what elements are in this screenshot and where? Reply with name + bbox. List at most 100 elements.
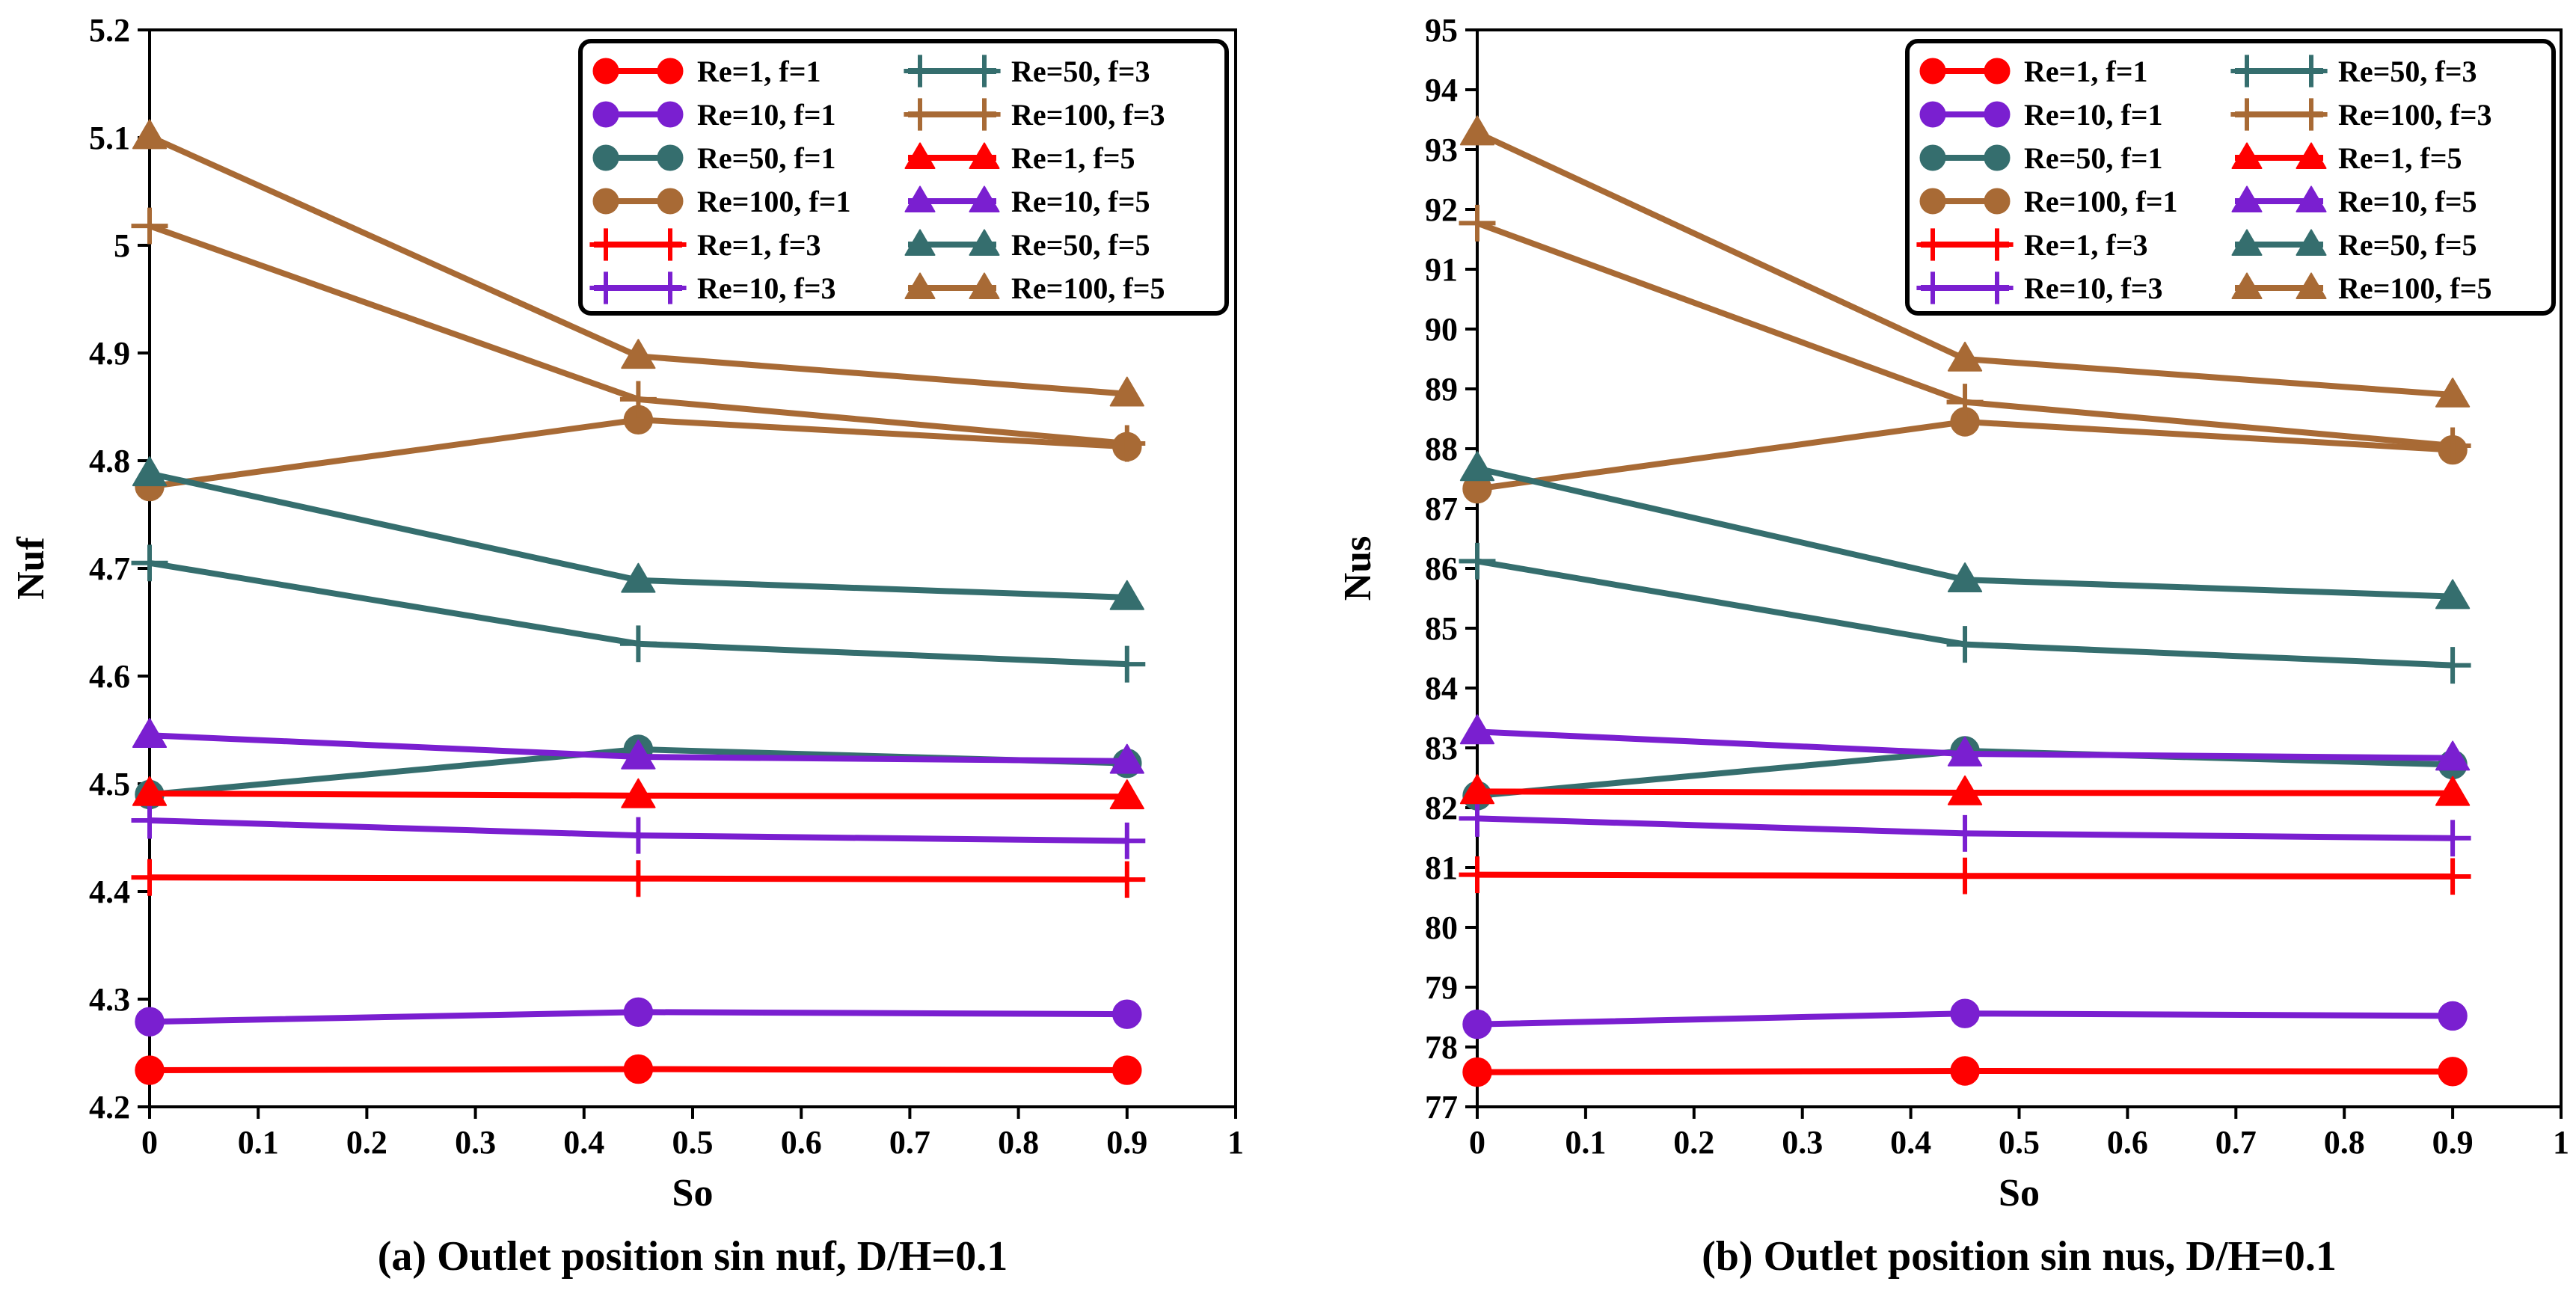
chart-a-legend-entry: Re=10, f=3 [589, 271, 836, 305]
chart-b-legend-entry: Re=100, f=3 [2230, 98, 2492, 132]
chart-a-x-tick-label: 0.5 [672, 1124, 714, 1161]
chart-b-legend-marker [2231, 229, 2263, 256]
chart-a-data-point [131, 859, 168, 896]
chart-a-x-tick-label: 0.3 [455, 1124, 496, 1161]
chart-a-legend-marker [904, 142, 936, 169]
chart-a-legend-label: Re=50, f=5 [1011, 228, 1150, 262]
chart-b-y-tick-label: 82 [1425, 790, 1458, 826]
chart-a-data-point [1112, 999, 1142, 1029]
chart-b-data-point [2435, 377, 2471, 408]
chart-b-legend-label: Re=1, f=1 [2024, 55, 2148, 88]
chart-a-data-point [131, 802, 168, 839]
chart-b-legend-marker [1919, 188, 1946, 215]
chart-a-legend-label: Re=100, f=3 [1011, 98, 1165, 132]
chart-a-data-point [135, 1007, 165, 1037]
chart-a-y-tick-label: 4.8 [89, 443, 130, 479]
chart-b-legend-marker [1981, 228, 2014, 261]
chart-a-legend-marker [592, 188, 619, 215]
chart-b-y-tick-label: 92 [1425, 191, 1458, 228]
chart-a-x-tick-label: 0.4 [563, 1124, 604, 1161]
chart-a-legend-label: Re=10, f=3 [697, 271, 836, 305]
chart-a-data-point [1109, 376, 1144, 407]
chart-a-legend-marker [968, 98, 1001, 131]
chart-a-y-tick-label: 5.1 [89, 120, 130, 156]
chart-b-data-point [2434, 427, 2471, 464]
chart-b-legend-entry: Re=1, f=1 [1919, 55, 2148, 88]
chart-b-y-tick-label: 78 [1425, 1029, 1458, 1066]
chart-a-data-point [1108, 861, 1146, 898]
chart-b-legend-marker [2296, 142, 2327, 169]
chart-a-y-tick-label: 4.6 [89, 658, 130, 695]
chart-a-x-tick-label: 1 [1227, 1124, 1244, 1161]
chart-b-data-point [1459, 799, 1496, 837]
chart-a-legend-marker [969, 142, 1000, 169]
chart-a-data-point [619, 381, 657, 418]
chart-b-legend-marker [1919, 101, 1946, 128]
chart-b-legend-marker [2296, 229, 2327, 256]
chart-a-legend-box [578, 39, 1229, 316]
chart-a-legend-entry: Re=1, f=1 [592, 55, 821, 88]
chart-b-legend-label: Re=100, f=1 [2024, 185, 2178, 218]
chart-a-legend-marker [904, 98, 936, 131]
chart-a-legend-marker [657, 188, 684, 215]
chart-b-y-tick-label: 83 [1425, 730, 1458, 767]
chart-a-data-point [1108, 822, 1146, 859]
chart-a-legend-label: Re=10, f=1 [697, 98, 836, 132]
chart-a-series-6 [131, 544, 1146, 683]
chart-b-y-tick-label: 85 [1425, 610, 1458, 647]
chart-a-legend-label: Re=1, f=5 [1011, 141, 1135, 175]
chart-a-data-point [1108, 645, 1146, 683]
chart-b-data-point [1946, 626, 1984, 663]
chart-b-y-tick-label: 89 [1425, 371, 1458, 408]
chart-b-series-4 [1459, 856, 2471, 895]
chart-a-y-tick-label: 4.4 [89, 874, 130, 910]
chart-b-legend-marker [2230, 55, 2263, 87]
chart-b-y-tick-label: 93 [1425, 132, 1458, 168]
chart-b-legend-entry: Re=10, f=1 [1919, 98, 2163, 132]
chart-a-series-0 [135, 1054, 1142, 1085]
chart-b-series-6 [1459, 542, 2471, 684]
chart-b-legend-box [1905, 39, 2556, 316]
chart-b-caption: (b) Outlet position sin nus, D/H=0.1 [1702, 1233, 2337, 1280]
chart-b-legend-entry: Re=10, f=5 [2231, 185, 2477, 218]
chart-b-legend-marker [1984, 144, 2011, 171]
chart-b-y-tick-label: 84 [1425, 670, 1458, 707]
chart-b-series-8 [1459, 774, 2471, 806]
chart-a-legend-entry: Re=50, f=1 [592, 141, 836, 175]
chart-b-legend-marker [1984, 58, 2011, 85]
chart-a-data-point [621, 739, 656, 770]
chart-a-series-4 [131, 859, 1146, 898]
chart-a-legend-marker [657, 144, 684, 171]
chart-a-x-tick-label: 0.7 [889, 1124, 930, 1161]
chart-b-data-point [1459, 714, 1495, 745]
chart-a-legend-label: Re=10, f=5 [1011, 185, 1150, 218]
chart-a-data-point [132, 456, 168, 487]
chart-a-data-point [132, 776, 168, 806]
chart-b-legend-label: Re=50, f=1 [2024, 141, 2163, 175]
chart-b-data-point [1946, 814, 1984, 852]
chart-b-series-5 [1459, 799, 2471, 857]
chart-a-y-tick-label: 4.3 [89, 981, 130, 1018]
chart-a-series-11 [132, 119, 1144, 407]
chart-a-legend-marker [969, 185, 1000, 212]
chart-a-data-point [621, 339, 656, 369]
chart-b-y-axis-label: Nus [1337, 536, 1379, 601]
chart-b-legend-entry: Re=100, f=5 [2231, 271, 2492, 305]
chart-a-series-5 [131, 802, 1146, 859]
chart-b-series-10 [1459, 451, 2471, 610]
chart-a: 0 0.1 0.2 0.3 0.4 0.5 0.6 0.7 0.8 0.9 1 4.2 4.3 4.4 4.… [10, 12, 1244, 1280]
chart-a-y-tick-label: 5 [114, 227, 130, 264]
chart-a-data-point [1112, 1055, 1142, 1085]
chart-b-y-tick-label: 91 [1425, 251, 1458, 288]
chart-a-data-point [621, 562, 656, 593]
chart-b-x-axis-label: So [1999, 1172, 2040, 1215]
chart-b: 0 0.1 0.2 0.3 0.4 0.5 0.6 0.7 0.8 0.9 1 77 78 79 80 81 8… [1337, 12, 2569, 1280]
chart-b-x-tick-label: 0.9 [2432, 1124, 2474, 1161]
chart-b-x-tick-label: 0.8 [2324, 1124, 2365, 1161]
chart-b-data-point [1459, 774, 1495, 805]
chart-a-legend-label: Re=1, f=1 [697, 55, 821, 88]
chart-b-legend-marker [2295, 98, 2328, 131]
chart-a-legend-marker [592, 101, 619, 128]
chart-a-legend-marker [904, 272, 936, 299]
